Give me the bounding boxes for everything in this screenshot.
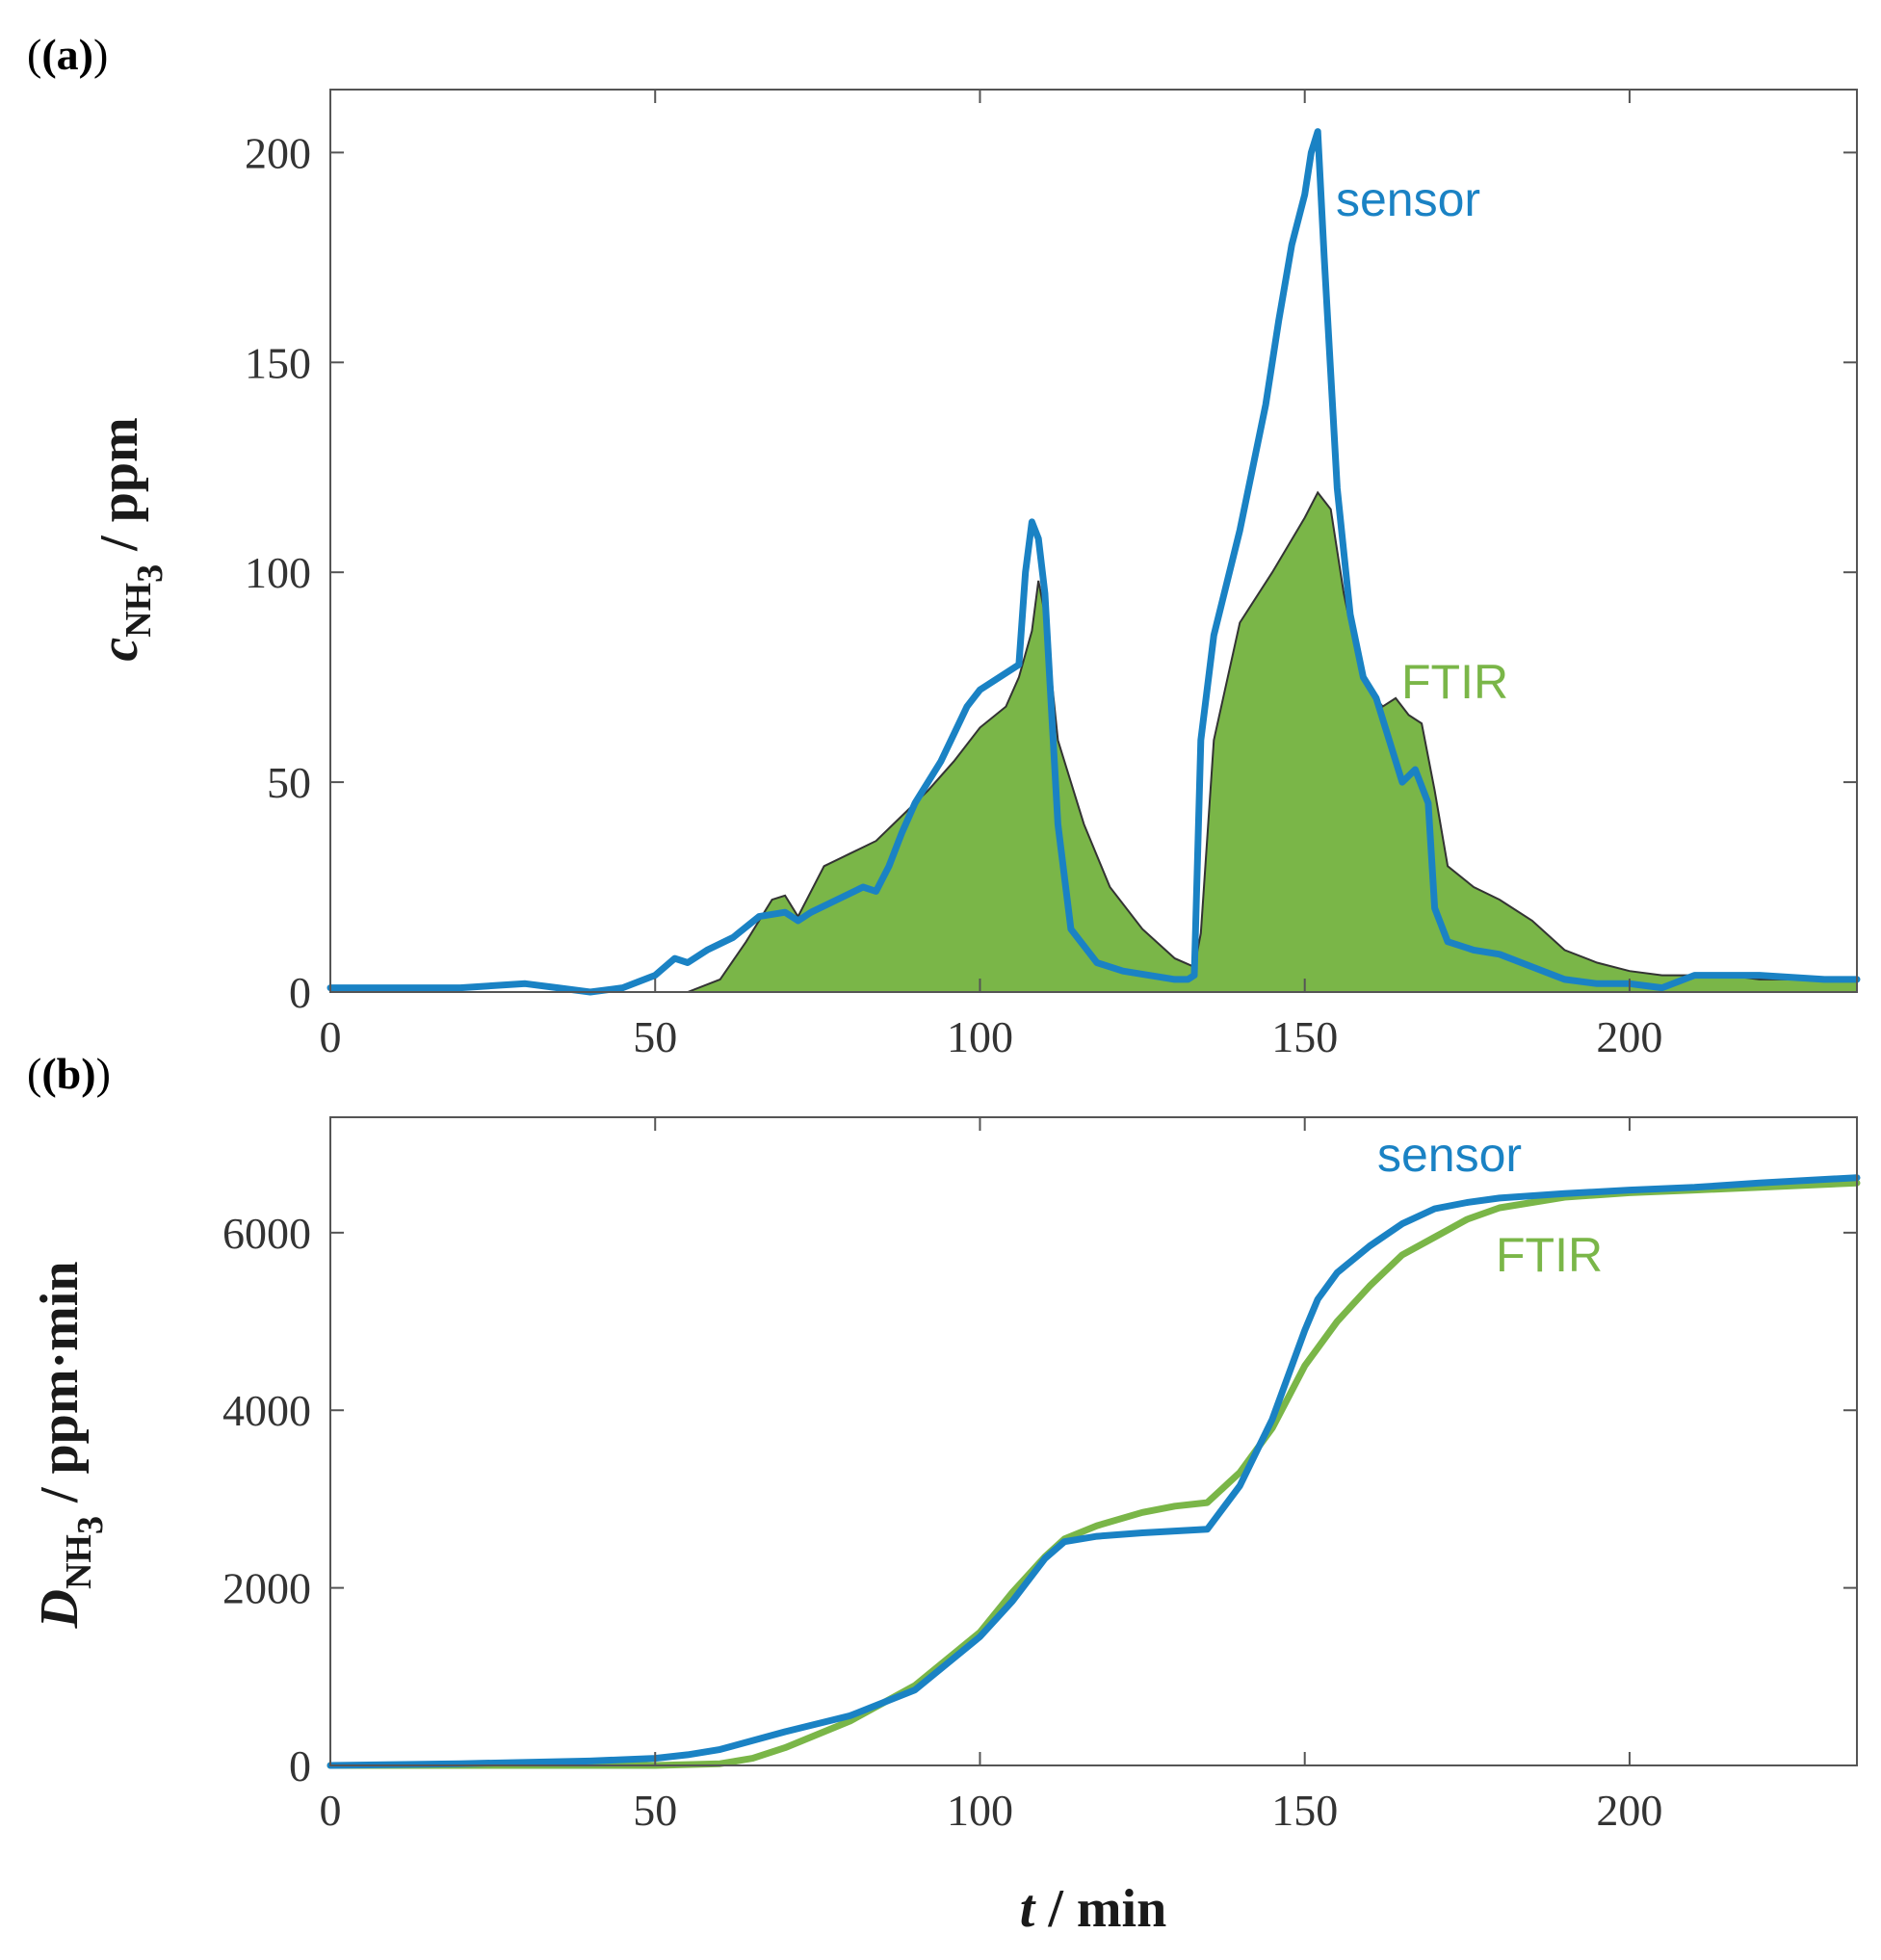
ftir-area-edge (330, 490, 1857, 993)
panel-b-ftir-annotation: FTIR (1496, 1228, 1603, 1282)
x-tick-label: 100 (947, 1012, 1013, 1061)
panel-a-x-ticks: 0 50 100 150 200 (320, 90, 1662, 1061)
panel-a-sensor-annotation: sensor (1336, 172, 1480, 226)
x-tick-label: 0 (320, 1012, 342, 1061)
panel-b-label: ((b)) (27, 1049, 111, 1098)
ftir-area-series (330, 490, 1857, 993)
y-tick-label: 150 (245, 338, 311, 387)
y-tick-label: 50 (267, 758, 311, 807)
x-tick-label: 150 (1271, 1786, 1338, 1835)
panel-b-line-series (327, 1174, 1861, 1769)
panel-a-y-axis-label: cNH3 / ppm (90, 417, 170, 661)
panel-b-ylabel-var: D (30, 1589, 90, 1629)
x-tick-label: 200 (1596, 1786, 1662, 1835)
x-axis-label: t / min (1020, 1879, 1166, 1939)
x-tick-label: 150 (1271, 1012, 1338, 1061)
sensor-line-series (327, 128, 1861, 996)
panel-b-ylabel-subsub: 3 (70, 1516, 111, 1534)
x-tick-label: 0 (320, 1786, 342, 1835)
panel-b-x-ticks: 0 50 100 150 200 (320, 1117, 1662, 1835)
y-tick-label: 100 (245, 548, 311, 597)
panel-a-label: ((a)) (27, 30, 108, 79)
panel-b-y-axis-label: DNH3 / ppm·min (30, 1262, 111, 1630)
x-tick-label: 50 (633, 1786, 677, 1835)
panel-a-ylabel-subsub: 3 (130, 564, 170, 583)
y-tick-label: 2000 (222, 1564, 311, 1613)
series-line-sensor (327, 128, 1861, 996)
panel-a-plot-frame (329, 89, 1858, 993)
ftir-area (330, 492, 1857, 992)
panel-a: ((a)) 0 50 100 150 200 0 50 100 150 200 cNH3 / p… (27, 30, 1861, 1061)
panel-a-y-ticks: 0 50 100 150 200 (245, 128, 1857, 1017)
y-tick-label: 0 (289, 968, 311, 1017)
panel-b-ylabel-sub: NH (59, 1534, 99, 1589)
series-line-sensor (327, 1174, 1861, 1769)
x-tick-label: 200 (1596, 1012, 1662, 1061)
panel-a-letter: (a) (41, 30, 93, 79)
x-tick-label: 100 (947, 1786, 1013, 1835)
y-tick-label: 6000 (222, 1209, 311, 1258)
series-line-ftir (327, 1179, 1861, 1769)
panel-b-y-ticks: 0 2000 4000 6000 (222, 1209, 1857, 1790)
panel-a-ftir-annotation: FTIR (1401, 655, 1508, 709)
panel-b-letter: (b) (41, 1049, 95, 1098)
panel-b-plot-frame (329, 1116, 1858, 1766)
x-tick-label: 50 (633, 1012, 677, 1061)
panel-a-ylabel-var: c (90, 638, 149, 662)
y-tick-label: 4000 (222, 1386, 311, 1435)
y-tick-label: 200 (245, 128, 311, 177)
panel-b-sensor-annotation: sensor (1377, 1128, 1522, 1182)
panel-a-ylabel-sub: NH (118, 583, 159, 638)
panel-a-ylabel-unit: / ppm (90, 417, 149, 564)
y-tick-label: 0 (289, 1741, 311, 1790)
panel-b: ((b)) 0 2000 4000 6000 0 50 100 150 200 DNH3 / … (27, 1049, 1861, 1939)
panel-b-ylabel-unit: / ppm·min (30, 1262, 90, 1517)
